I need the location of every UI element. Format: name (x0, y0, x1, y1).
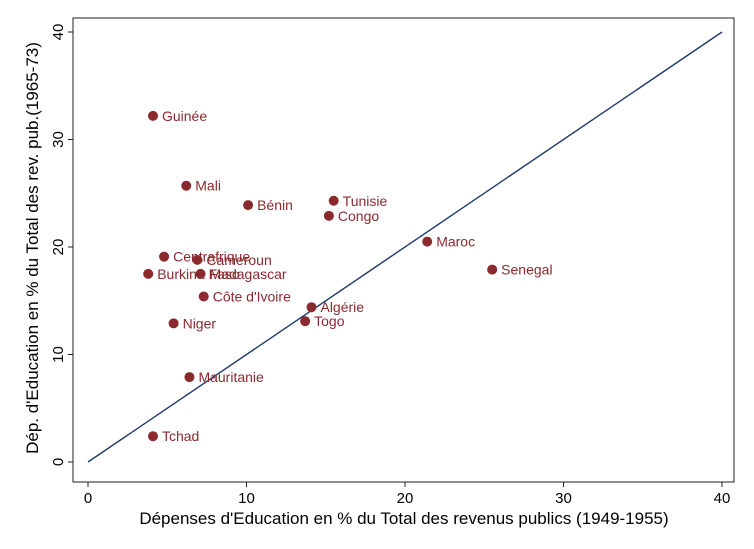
data-point-label: Niger (183, 315, 217, 331)
data-point-label: Congo (338, 208, 379, 224)
x-tick-label: 40 (714, 490, 731, 507)
data-point-label: Cameroun (206, 252, 271, 268)
data-point (243, 200, 254, 211)
data-point (143, 268, 154, 279)
data-point (184, 372, 195, 383)
x-tick-label: 10 (238, 490, 255, 507)
data-point-label: Togo (314, 313, 345, 329)
data-point-label: Côte d'Ivoire (213, 288, 291, 304)
data-point-label: Algérie (320, 299, 364, 315)
data-point (192, 254, 203, 265)
data-point-label: Centrafrique (173, 249, 250, 265)
x-tick-label: 0 (84, 490, 92, 507)
y-tick-label: 30 (50, 131, 67, 148)
data-point-label: Senegal (501, 262, 552, 278)
data-point-label: Bénin (257, 197, 293, 213)
y-axis-title: Dép. d'Education en % du Total des rev. … (23, 42, 42, 454)
y-tick-label: 40 (50, 24, 67, 41)
data-point-label: Madagascar (210, 266, 287, 282)
y-tick-label: 10 (50, 346, 67, 363)
y-axis: 0 10 20 30 40 (50, 24, 73, 466)
data-point-label: Maroc (436, 234, 475, 250)
data-point (198, 291, 209, 302)
x-axis-title: Dépenses d'Education en % du Total des r… (139, 509, 668, 528)
data-point-label: Mali (195, 178, 221, 194)
data-point-label: Tunisie (343, 193, 388, 209)
data-point-label: Tchad (162, 428, 199, 444)
data-point (487, 264, 498, 275)
data-point (195, 268, 206, 279)
y-tick-label: 20 (50, 239, 67, 256)
data-point (323, 210, 334, 221)
y-tick-label: 0 (50, 458, 67, 466)
x-tick-label: 30 (555, 490, 572, 507)
data-point-label: Guinée (162, 108, 207, 124)
data-point (147, 110, 158, 121)
plot-frame (72, 17, 735, 483)
data-point (328, 195, 339, 206)
x-tick-label: 20 (397, 490, 414, 507)
reference-line (87, 31, 723, 463)
data-point (300, 316, 311, 327)
data-point (181, 180, 192, 191)
data-point (147, 431, 158, 442)
data-point (168, 318, 179, 329)
data-point (422, 236, 433, 247)
data-point (306, 302, 317, 313)
x-axis: 0 10 20 30 40 (84, 482, 731, 507)
data-point-label: Mauritanie (198, 369, 264, 385)
data-point (159, 251, 170, 262)
